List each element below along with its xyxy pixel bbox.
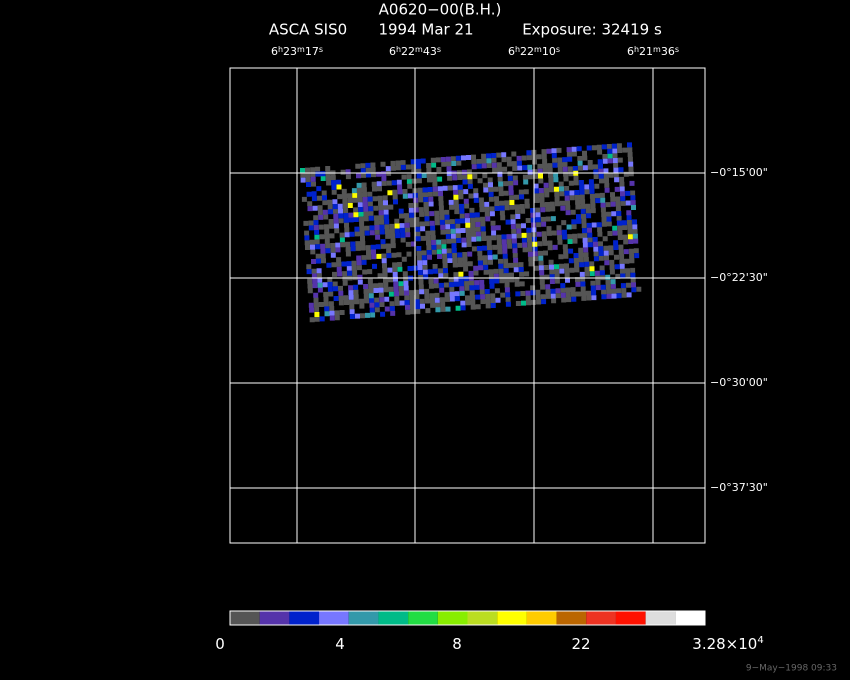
title: A0620−00(B.H.) [379,1,502,19]
label-part: 3.28×10 [692,635,757,653]
label-part: 10 [542,45,556,58]
colorbar-segment [378,611,409,625]
dec-label: −0°15'00" [710,166,768,179]
label-part: 22 [401,45,415,58]
colorbar-segment [586,611,616,625]
ra-label: 6h21m36s [627,45,679,58]
colorbar-label: 0 [215,635,225,653]
label-part: 6 [389,45,396,58]
dec-label: −0°22'30" [710,271,768,284]
label-part: 22 [571,635,590,653]
superscript: s [319,45,323,54]
superscript: h [396,45,401,54]
superscript: m [653,45,661,54]
colorbar-label: 4 [335,635,345,653]
image-pixels [307,147,639,321]
dec-label: −0°37'30" [710,481,768,494]
label-part: 4 [335,635,345,653]
label-part: 6 [627,45,634,58]
colorbar-segment [467,611,498,625]
superscript: h [278,45,283,54]
dec-label: −0°30'00" [710,376,768,389]
colorbar-segment [675,611,705,625]
image-pixels [317,158,638,318]
superscript: s [556,45,560,54]
colorbar-segment [437,611,468,625]
superscript: 4 [757,635,763,646]
label-part: 43 [423,45,437,58]
colorbar-segment [408,611,438,625]
superscript: s [437,45,441,54]
superscript: s [675,45,679,54]
frame [229,67,706,544]
ra-label: 6h23m17s [271,45,323,58]
superscript: m [415,45,423,54]
colorbar-segment [645,611,676,625]
image-pixels [304,142,640,322]
colorbar-label: 8 [452,635,462,653]
ra-label: 6h22m43s [389,45,441,58]
label-part: 6 [271,45,278,58]
colorbar-segment [289,611,320,625]
exposure: Exposure: 32419 s [522,21,662,39]
image-pixels [300,143,642,323]
label-part: 17 [305,45,319,58]
colorbar-segment [615,611,646,625]
ra-label: 6h22m10s [508,45,560,58]
label-part: 6 [508,45,515,58]
label-part: 22 [520,45,534,58]
colorbar-segment [497,611,527,625]
label-part: 0 [215,635,225,653]
colorbar-segment [348,611,379,625]
label-part: 8 [452,635,462,653]
superscript: h [634,45,639,54]
colorbar-frame [229,610,706,626]
superscript: m [534,45,542,54]
instrument: ASCA SIS0 [269,21,347,39]
colorbar-label: 3.28×104 [692,635,763,653]
label-part: 36 [661,45,675,58]
colorbar-segment [526,611,557,625]
colorbar-segment [259,611,290,625]
colorbar-segment [319,611,349,625]
label-part: 23 [283,45,297,58]
colorbar-label: 22 [571,635,590,653]
timestamp: 9−May−1998 09:33 [746,664,837,674]
superscript: h [515,45,520,54]
image [300,142,642,323]
superscript: m [297,45,305,54]
label-part: 21 [639,45,653,58]
date: 1994 Mar 21 [378,21,473,39]
colorbar-segment [556,611,587,625]
colorbar-segment [230,611,260,625]
